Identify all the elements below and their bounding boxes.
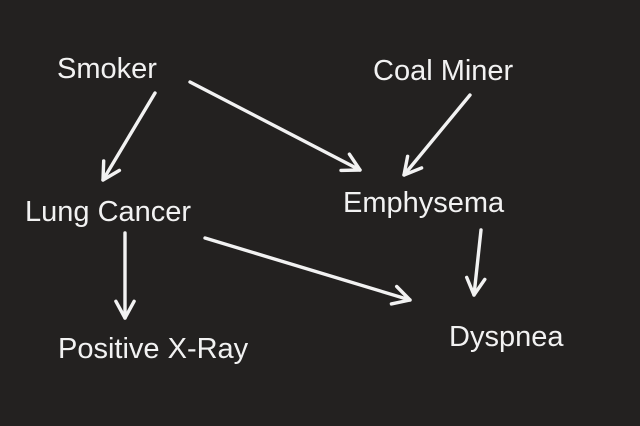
edge-line <box>472 228 483 297</box>
edge-line <box>188 80 362 172</box>
edge-lung-cancer-to-dyspnea <box>203 236 412 306</box>
edge-emphysema-to-dyspnea <box>465 228 487 297</box>
edge-smoker-to-lung-cancer <box>101 91 157 182</box>
edge-line <box>101 91 157 182</box>
edge-lung-cancer-to-positive-xray <box>114 231 136 320</box>
node-lung-cancer: Lung Cancer <box>25 196 191 228</box>
node-dyspnea: Dyspnea <box>449 321 564 353</box>
arrowhead <box>101 159 122 182</box>
arrowhead <box>465 275 487 297</box>
edge-smoker-to-emphysema <box>188 80 362 173</box>
node-emphysema: Emphysema <box>343 187 505 219</box>
node-smoker: Smoker <box>57 53 157 85</box>
node-positive-xray: Positive X-Ray <box>58 333 249 365</box>
arrowhead <box>389 284 412 306</box>
edges-layer <box>101 80 487 320</box>
edge-line <box>203 236 412 302</box>
edge-line <box>402 93 472 177</box>
edge-coal-miner-to-emphysema <box>402 93 472 177</box>
node-coal-miner: Coal Miner <box>373 55 514 87</box>
arrowhead <box>339 152 362 173</box>
arrowhead <box>402 154 424 177</box>
arrowhead <box>114 299 136 320</box>
